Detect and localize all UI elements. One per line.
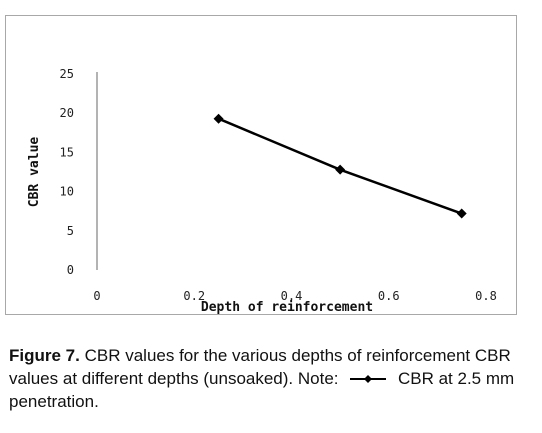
caption-text: CBR values for the various depths of rei… xyxy=(9,346,511,388)
y-tick-label: 5 xyxy=(67,224,74,238)
data-point-marker xyxy=(456,208,467,219)
chart-frame xyxy=(5,15,517,315)
y-tick-label: 0 xyxy=(67,263,74,277)
x-tick-label: 0.8 xyxy=(475,289,497,303)
caption-legend-text: CBR at 2.5 mm penetration. xyxy=(9,369,515,411)
figure-caption: Figure 7. CBR values for the various dep… xyxy=(9,344,534,413)
x-tick-label: 0.4 xyxy=(281,289,303,303)
line-chart: 0 5 10 15 20 25 0 0.2 0.4 0.6 0.8 Depth of reinforc… xyxy=(27,67,497,315)
data-point-marker xyxy=(213,113,224,124)
data-point-marker xyxy=(335,164,346,175)
y-axis-title: CBR value xyxy=(27,137,42,208)
y-tick-label: 15 xyxy=(60,145,74,159)
figure-label: Figure 7. xyxy=(9,346,80,365)
x-tick-label: 0.6 xyxy=(378,289,400,303)
legend-line-marker-icon xyxy=(350,374,387,383)
y-tick-label: 10 xyxy=(60,185,74,199)
y-tick-label: 25 xyxy=(60,67,74,81)
x-axis-title: Depth of reinforcement xyxy=(201,300,373,315)
y-tick-label: 20 xyxy=(60,106,74,120)
x-tick-label: 0.2 xyxy=(183,289,205,303)
x-tick-label: 0 xyxy=(93,289,100,303)
